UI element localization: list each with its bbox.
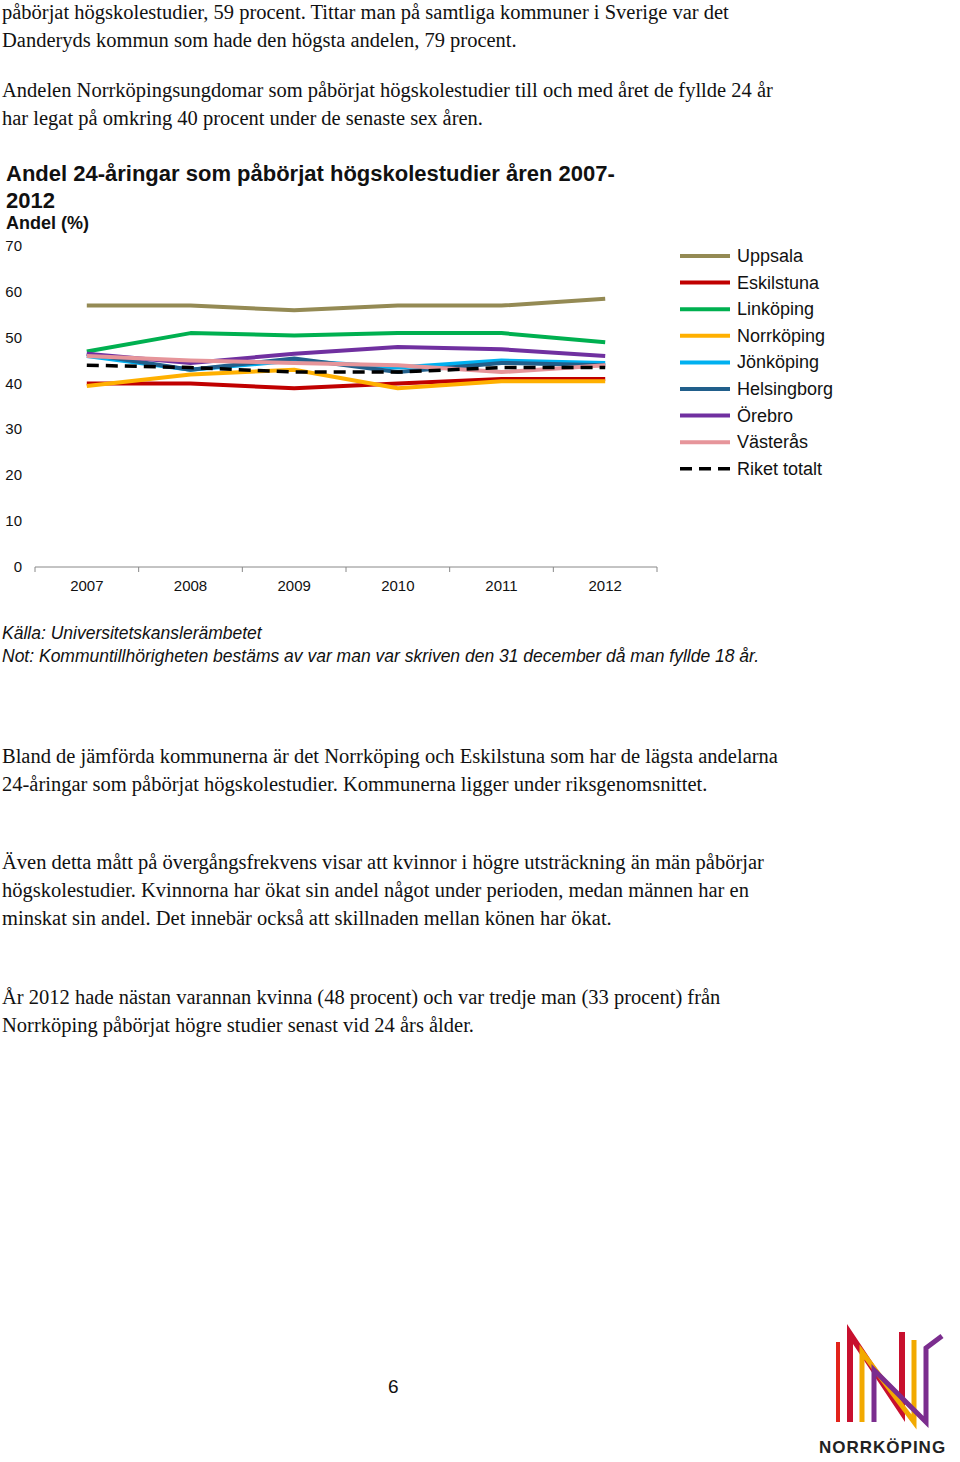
series-line xyxy=(87,356,605,372)
series-group xyxy=(87,299,605,389)
legend-swatch xyxy=(680,281,730,285)
paragraph: påbörjat högskolestudier, 59 procent. Ti… xyxy=(2,0,794,54)
paragraph: Bland de jämförda kommunerna är det Norr… xyxy=(2,742,794,798)
x-tick-label: 2010 xyxy=(381,577,414,594)
title-line: 2012 xyxy=(6,188,55,213)
legend-label: Västerås xyxy=(737,432,808,452)
logo-stroke xyxy=(874,1336,942,1422)
x-tick xyxy=(346,567,347,572)
x-tick-label: 2011 xyxy=(485,577,517,594)
note: Not: Kommuntillhörigheten bestäms av var… xyxy=(2,645,772,668)
chart-title: Andel 24-åringar som påbörjat högskolest… xyxy=(6,161,615,213)
page-number: 6 xyxy=(388,1376,399,1398)
x-tick-label: 2008 xyxy=(174,577,207,594)
x-tick xyxy=(138,567,139,572)
series-line xyxy=(87,299,605,311)
title-line: Andel 24-åringar som påbörjat högskolest… xyxy=(6,161,615,186)
series-line xyxy=(87,365,605,372)
x-tick-label: 2007 xyxy=(70,577,103,594)
y-tick-label: 20 xyxy=(5,466,22,483)
paragraph: År 2012 hade nästan varannan kvinna (48 … xyxy=(2,983,794,1039)
paragraph: Andelen Norrköpingsungdomar som påbörjat… xyxy=(2,76,794,132)
legend-swatch xyxy=(680,334,730,338)
y-tick-label: 70 xyxy=(5,237,22,254)
legend-swatch xyxy=(680,360,730,364)
legend-label: Eskilstuna xyxy=(737,273,820,293)
legend-swatch xyxy=(680,254,730,258)
x-tick xyxy=(35,567,36,572)
legend-swatch xyxy=(680,440,730,444)
source: Källa: Universitetskanslerämbetet xyxy=(2,622,772,645)
y-tick-label: 30 xyxy=(5,420,22,437)
y-tick-label: 10 xyxy=(5,512,22,529)
chart: Andel 24-åringar som påbörjat högskolest… xyxy=(0,0,960,610)
x-tick xyxy=(657,567,658,572)
y-tick-label: 60 xyxy=(5,283,22,300)
x-tick-label: 2009 xyxy=(277,577,310,594)
legend-swatch xyxy=(680,307,730,311)
legend-label: Uppsala xyxy=(737,246,804,266)
logo: NORRKÖPING xyxy=(810,1312,960,1462)
legend-label: Norrköping xyxy=(737,326,825,346)
legend-label: Riket totalt xyxy=(737,459,822,479)
legend-label: Jönköping xyxy=(737,352,819,372)
series-line xyxy=(87,370,605,388)
x-tick-label: 2012 xyxy=(588,577,621,594)
paragraph: Även detta mått på övergångsfrekvens vis… xyxy=(2,848,794,932)
legend-swatch xyxy=(680,467,730,471)
x-tick xyxy=(553,567,554,572)
logo-stroke xyxy=(836,1342,840,1422)
logo-text: NORRKÖPING xyxy=(819,1438,946,1457)
legend-label: Örebro xyxy=(737,406,793,426)
y-axis-label: Andel (%) xyxy=(6,213,89,233)
legend-label: Linköping xyxy=(737,299,814,319)
y-tick-label: 0 xyxy=(14,558,22,575)
legend-swatch xyxy=(680,387,730,391)
legend-swatch xyxy=(680,414,730,418)
series-line xyxy=(87,354,605,372)
x-tick xyxy=(449,567,450,572)
x-tick xyxy=(242,567,243,572)
y-tick-label: 50 xyxy=(5,329,22,346)
y-tick-label: 40 xyxy=(5,375,22,392)
legend-label: Helsingborg xyxy=(737,379,833,399)
